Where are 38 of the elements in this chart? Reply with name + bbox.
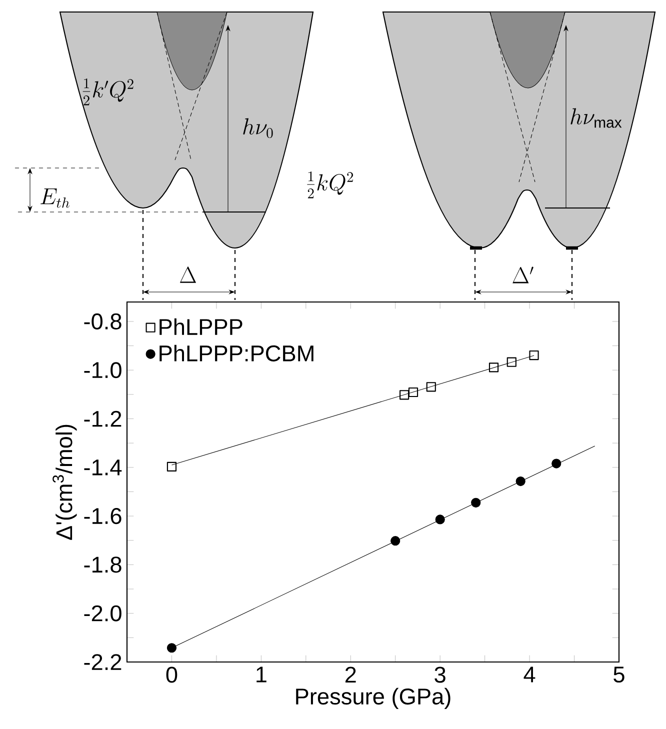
point: [552, 458, 562, 468]
y-tick-label: -2.0: [84, 605, 122, 622]
x-tick-label: 2: [345, 666, 356, 683]
legend-label: PhLPPP: [160, 318, 242, 335]
y-tick-label: -2.2: [84, 654, 122, 670]
point: [426, 382, 436, 392]
point: [506, 357, 516, 367]
text: $\Delta'$: [512, 266, 534, 284]
point: [400, 390, 410, 400]
x-tick-label: 4: [524, 666, 536, 682]
text: $\frac{1}{2}k'Q^{2}$: [82, 78, 134, 106]
x-tick-label: 3: [434, 666, 446, 683]
point: [471, 498, 481, 508]
y-axis-title: Δ'(cm$^{3}$/mol): [52, 424, 77, 540]
y-tick-label: -1.2: [84, 410, 122, 427]
x-axis-title: Pressure (GPa): [296, 688, 450, 710]
x-tick-label: 1: [256, 666, 266, 682]
legend-label: PhLPPP:PCBM: [160, 344, 314, 362]
point: [435, 514, 445, 524]
y-tick-label: -0.8: [84, 313, 122, 330]
text: $\Delta$: [180, 266, 196, 283]
y-tick-label: -1.6: [84, 508, 122, 524]
point: [529, 350, 539, 360]
text: $E_{th}$: [40, 188, 70, 208]
y-tick-label: -1.4: [84, 460, 122, 476]
point: [408, 387, 418, 398]
point: [166, 643, 177, 653]
point: [166, 462, 177, 472]
x-tick-label: 5: [614, 666, 624, 683]
point: [516, 476, 526, 486]
text: $h\nu_{0}$: [243, 118, 273, 138]
x-tick-label: 0: [166, 666, 178, 683]
y-tick-label: -1.8: [84, 556, 122, 573]
point: [488, 362, 499, 372]
text: $\frac{1}{2}kQ^{2}$: [307, 171, 353, 198]
y-tick-label: -1.0: [84, 362, 122, 378]
text: $h\nu_{\mathrm{max}}$: [570, 108, 622, 128]
point: [390, 536, 400, 546]
